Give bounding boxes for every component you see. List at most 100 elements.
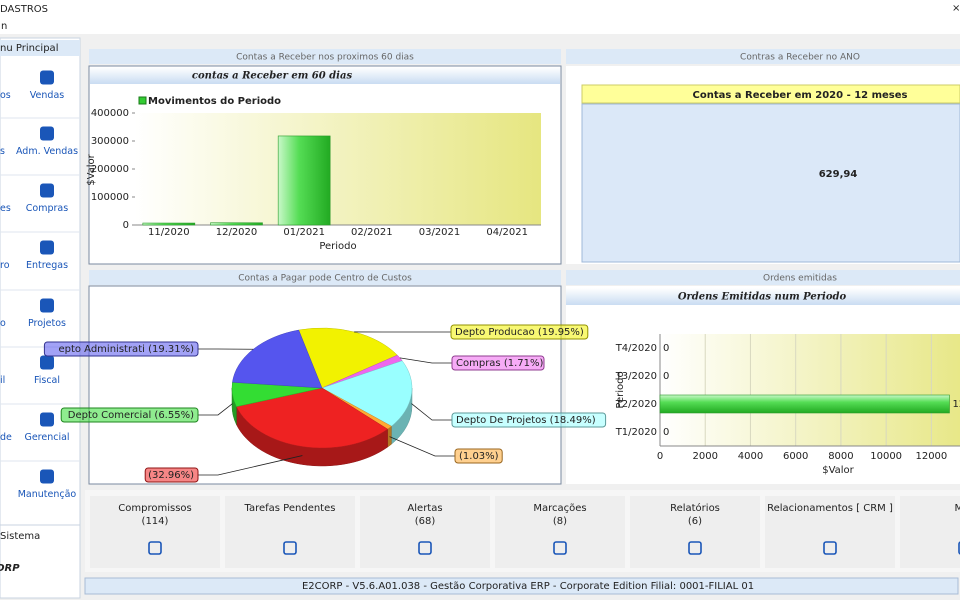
label-box [43, 341, 199, 357]
x-tick-label: 02/2021 [351, 227, 393, 238]
panel-header: Contras a Receber no ANO [740, 53, 860, 63]
tile-icon [958, 541, 960, 555]
sidebar-footer: Sistema [0, 531, 40, 542]
pie-slice [236, 387, 389, 449]
y-tick-label: T4/2020 [615, 343, 657, 354]
leader-line [411, 403, 452, 421]
label-box [450, 324, 589, 340]
tile[interactable] [360, 496, 490, 568]
tile-icon [148, 541, 162, 555]
panel-header-bg [566, 270, 960, 285]
x-tick-label: 03/2021 [419, 227, 461, 238]
bar [142, 222, 196, 226]
menu-item[interactable]: n [1, 21, 7, 32]
icon [40, 298, 54, 313]
tile-count: (114) [142, 516, 169, 527]
tile-count: (68) [415, 516, 436, 527]
x-axis-label: Periodo [319, 241, 356, 252]
close-button[interactable]: × [952, 3, 960, 14]
x-tick-label: 0 [657, 451, 663, 462]
y-tick-label: T1/2020 [615, 427, 657, 438]
icon [40, 355, 54, 370]
sidebar-label: Fiscal [34, 375, 60, 386]
title-bar [0, 0, 960, 18]
tile[interactable] [90, 496, 220, 568]
x-tick-label: 12/2020 [216, 227, 258, 238]
chart-title-bg [566, 288, 960, 305]
panel-header: Ordens emitidas [763, 274, 837, 284]
y-tick-label: 400000 [91, 108, 129, 119]
y-tick-label: T2/2020 [615, 399, 657, 410]
tile-label: Relatórios [670, 502, 720, 514]
x-tick-label: 12000 [915, 451, 947, 462]
sidebar-label: o [0, 318, 6, 329]
tile-icon [553, 541, 567, 555]
tile-label: Compromissos [118, 503, 191, 514]
panel-header-bg [566, 49, 960, 64]
tile[interactable] [630, 496, 760, 568]
panel-header-bg [89, 49, 561, 64]
value-label: 12800 [952, 399, 960, 410]
y-axis-label: $Valor [86, 153, 97, 185]
sidebar-label: os [0, 90, 11, 101]
x-tick-label: 10000 [870, 451, 902, 462]
sidebar-label: Gerencial [24, 432, 69, 443]
chart-title-bg [90, 67, 560, 84]
slice-label: (1.03%) [459, 451, 499, 462]
value-label: 0 [663, 343, 669, 354]
sidebar-label: Projetos [28, 318, 66, 329]
x-tick-label: 04/2021 [486, 227, 528, 238]
tile[interactable] [900, 496, 960, 568]
tile[interactable] [225, 496, 355, 568]
slice-label: (32.96%) [148, 470, 194, 481]
sidebar-label: es [0, 203, 11, 214]
icon [40, 70, 54, 85]
label-box [144, 467, 199, 483]
slice-label: Depto De Projetos (18.49%) [456, 415, 596, 426]
leader-line [198, 455, 303, 476]
chart-title: Ordens Emitidas num Periodo [678, 292, 847, 303]
panel-header: Contas a Receber nos proximos 60 dias [236, 53, 414, 63]
chart-title: contas a Receber em 60 dias [192, 71, 353, 82]
tile-count: (8) [553, 516, 567, 527]
tile-label: Meu [954, 503, 960, 514]
logo: ORP [0, 563, 20, 574]
leader-line [399, 357, 452, 364]
label-box [451, 412, 607, 428]
banner: Contas a Receber em 2020 - 12 meses [693, 90, 908, 101]
y-axis-label: Periodo [615, 371, 626, 408]
label-box [451, 355, 545, 371]
y-tick-label: 0 [123, 220, 129, 231]
legend-label: Movimentos do Periodo [148, 96, 281, 107]
sidebar-label: de [0, 432, 12, 443]
tile-label: Tarefas Pendentes [244, 503, 336, 514]
icon [40, 469, 54, 484]
y-tick-label: 100000 [91, 192, 129, 203]
x-tick-label: 11/2020 [148, 227, 190, 238]
slice-label: epto Administrati (19.31%) [58, 344, 194, 355]
x-tick-label: 01/2021 [283, 227, 325, 238]
bar [210, 222, 263, 226]
icon [40, 240, 54, 255]
y-tick-label: T3/2020 [615, 371, 657, 382]
x-tick-label: 2000 [693, 451, 718, 462]
sidebar-label: s [0, 146, 5, 157]
tile-icon [823, 541, 837, 555]
slice-label: Depto Producao (19.95%) [455, 327, 584, 338]
sidebar-label: Manutenção [18, 489, 77, 500]
sidebar-label: Adm. Vendas [16, 146, 78, 157]
bar [277, 135, 331, 226]
value-box [581, 103, 960, 263]
sidebar-label: il [0, 375, 5, 386]
sidebar-label: Vendas [30, 90, 64, 101]
tile-label: Relacionamentos [ CRM ] [767, 503, 893, 514]
tile-icon [283, 541, 297, 555]
panel-header: Contas a Pagar pode Centro de Custos [238, 274, 412, 284]
leader-line [389, 436, 455, 457]
sidebar-label: Entregas [26, 260, 68, 271]
bar [659, 394, 950, 414]
tile[interactable] [495, 496, 625, 568]
slice-label: Depto Comercial (6.55%) [68, 410, 194, 421]
tile[interactable] [765, 496, 895, 568]
